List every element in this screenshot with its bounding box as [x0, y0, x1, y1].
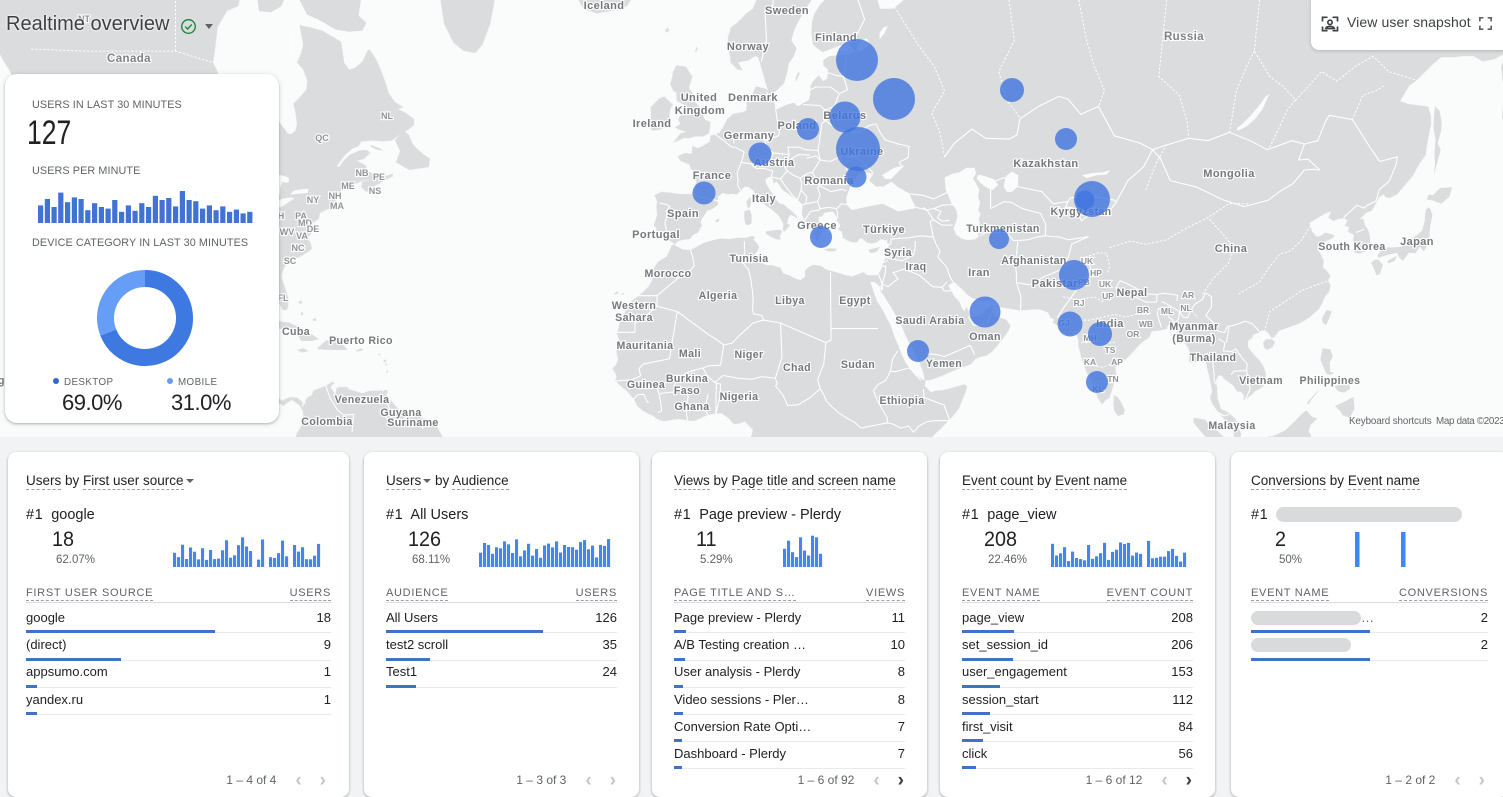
svg-text:HP: HP [1090, 268, 1102, 278]
svg-text:Italy: Italy [752, 193, 776, 205]
svg-text:Guinea: Guinea [627, 379, 665, 391]
svg-text:Kingdom: Kingdom [675, 105, 725, 117]
svg-text:Mongolia: Mongolia [1203, 168, 1255, 180]
svg-text:Romania: Romania [804, 175, 854, 187]
svg-text:Western: Western [612, 300, 656, 312]
svg-text:Chad: Chad [783, 362, 811, 374]
svg-text:BR: BR [1137, 305, 1149, 315]
svg-text:Iran: Iran [968, 267, 990, 279]
svg-text:DE: DE [307, 224, 320, 234]
svg-text:Ireland: Ireland [633, 118, 672, 130]
svg-text:Burkina: Burkina [666, 373, 708, 385]
svg-text:Oman: Oman [969, 331, 1001, 343]
svg-text:UK: UK [1099, 279, 1112, 289]
svg-text:PE: PE [373, 172, 385, 182]
svg-text:Finland: Finland [815, 32, 857, 44]
svg-text:NC: NC [292, 243, 305, 253]
svg-text:South Korea: South Korea [1318, 241, 1385, 253]
svg-text:KA: KA [1084, 357, 1096, 367]
svg-text:Iraq: Iraq [905, 261, 926, 273]
svg-text:QC: QC [315, 133, 329, 143]
svg-text:AR: AR [1182, 290, 1194, 300]
svg-text:Puerto Rico: Puerto Rico [329, 335, 393, 347]
svg-text:Norway: Norway [727, 41, 770, 53]
svg-text:WB: WB [1139, 319, 1153, 329]
svg-text:Syria: Syria [884, 247, 912, 259]
svg-text:Morocco: Morocco [645, 268, 692, 280]
svg-text:Nepal: Nepal [1117, 287, 1148, 299]
svg-text:Sahara: Sahara [615, 312, 653, 324]
svg-text:Guyana: Guyana [380, 407, 421, 419]
svg-text:Spain: Spain [667, 208, 699, 220]
svg-text:VA: VA [296, 231, 308, 241]
svg-text:AP: AP [1111, 357, 1123, 367]
svg-text:Denmark: Denmark [728, 92, 778, 104]
svg-text:NH: NH [329, 191, 342, 201]
svg-text:Sudan: Sudan [841, 359, 875, 371]
svg-text:Saudi Arabia: Saudi Arabia [895, 315, 964, 327]
svg-text:(Burma): (Burma) [1172, 333, 1215, 345]
svg-text:Sweden: Sweden [765, 5, 809, 17]
svg-text:France: France [693, 170, 731, 182]
svg-text:Germany: Germany [724, 130, 775, 142]
svg-text:Venezuela: Venezuela [335, 394, 390, 406]
svg-text:Myanmar: Myanmar [1169, 321, 1218, 333]
svg-text:RJ: RJ [1074, 298, 1085, 308]
svg-text:ML: ML [1161, 306, 1173, 316]
svg-text:NT: NT [78, 14, 90, 24]
svg-text:Kazakhstan: Kazakhstan [1013, 158, 1078, 170]
svg-text:Japan: Japan [1400, 236, 1434, 248]
svg-text:Niger: Niger [734, 349, 763, 361]
svg-text:Malaysia: Malaysia [1208, 420, 1255, 432]
svg-text:OR: OR [1127, 329, 1140, 339]
svg-text:Yemen: Yemen [926, 358, 962, 370]
svg-text:Afghanistan: Afghanistan [1001, 255, 1067, 267]
svg-text:Vietnam: Vietnam [1239, 375, 1283, 387]
svg-text:Egypt: Egypt [839, 295, 870, 307]
svg-text:United: United [681, 92, 718, 104]
svg-text:Portugal: Portugal [632, 229, 680, 241]
svg-text:Cuba: Cuba [282, 326, 310, 338]
svg-text:Ethiopia: Ethiopia [880, 395, 925, 407]
svg-text:NL: NL [381, 111, 393, 121]
svg-text:Colombia: Colombia [301, 416, 352, 428]
svg-text:Mali: Mali [679, 348, 701, 360]
svg-text:Tunisia: Tunisia [729, 253, 768, 265]
svg-text:Libya: Libya [775, 295, 805, 307]
svg-text:Algeria: Algeria [699, 290, 738, 302]
svg-text:Thailand: Thailand [1190, 352, 1237, 364]
svg-text:ME: ME [341, 181, 355, 191]
svg-text:WV: WV [280, 227, 295, 237]
svg-text:Mauritania: Mauritania [617, 340, 674, 352]
svg-text:Iceland: Iceland [584, 0, 625, 12]
svg-text:China: China [1215, 243, 1248, 255]
svg-text:Ghana: Ghana [675, 401, 710, 413]
svg-text:Türkiye: Türkiye [863, 224, 905, 236]
svg-text:Faso: Faso [674, 385, 700, 397]
svg-text:UP: UP [1102, 291, 1114, 301]
svg-text:MA: MA [330, 201, 344, 211]
svg-text:Nigeria: Nigeria [720, 391, 759, 403]
svg-text:NY: NY [307, 195, 320, 205]
svg-text:Turkmenistan: Turkmenistan [966, 223, 1039, 235]
svg-text:Canada: Canada [107, 53, 151, 65]
svg-text:MD: MD [298, 218, 312, 228]
svg-text:NS: NS [369, 186, 382, 196]
svg-text:PA: PA [295, 211, 307, 221]
svg-text:Russia: Russia [1164, 31, 1204, 43]
svg-text:NB: NB [356, 168, 369, 178]
svg-text:SC: SC [284, 256, 297, 266]
svg-text:NL: NL [1180, 303, 1191, 313]
svg-text:TS: TS [1105, 345, 1116, 355]
svg-text:Suriname: Suriname [387, 417, 438, 429]
svg-text:Philippines: Philippines [1300, 375, 1361, 387]
svg-text:H: H [278, 211, 285, 221]
svg-text:TN: TN [1107, 374, 1118, 384]
svg-text:FL: FL [278, 293, 289, 303]
